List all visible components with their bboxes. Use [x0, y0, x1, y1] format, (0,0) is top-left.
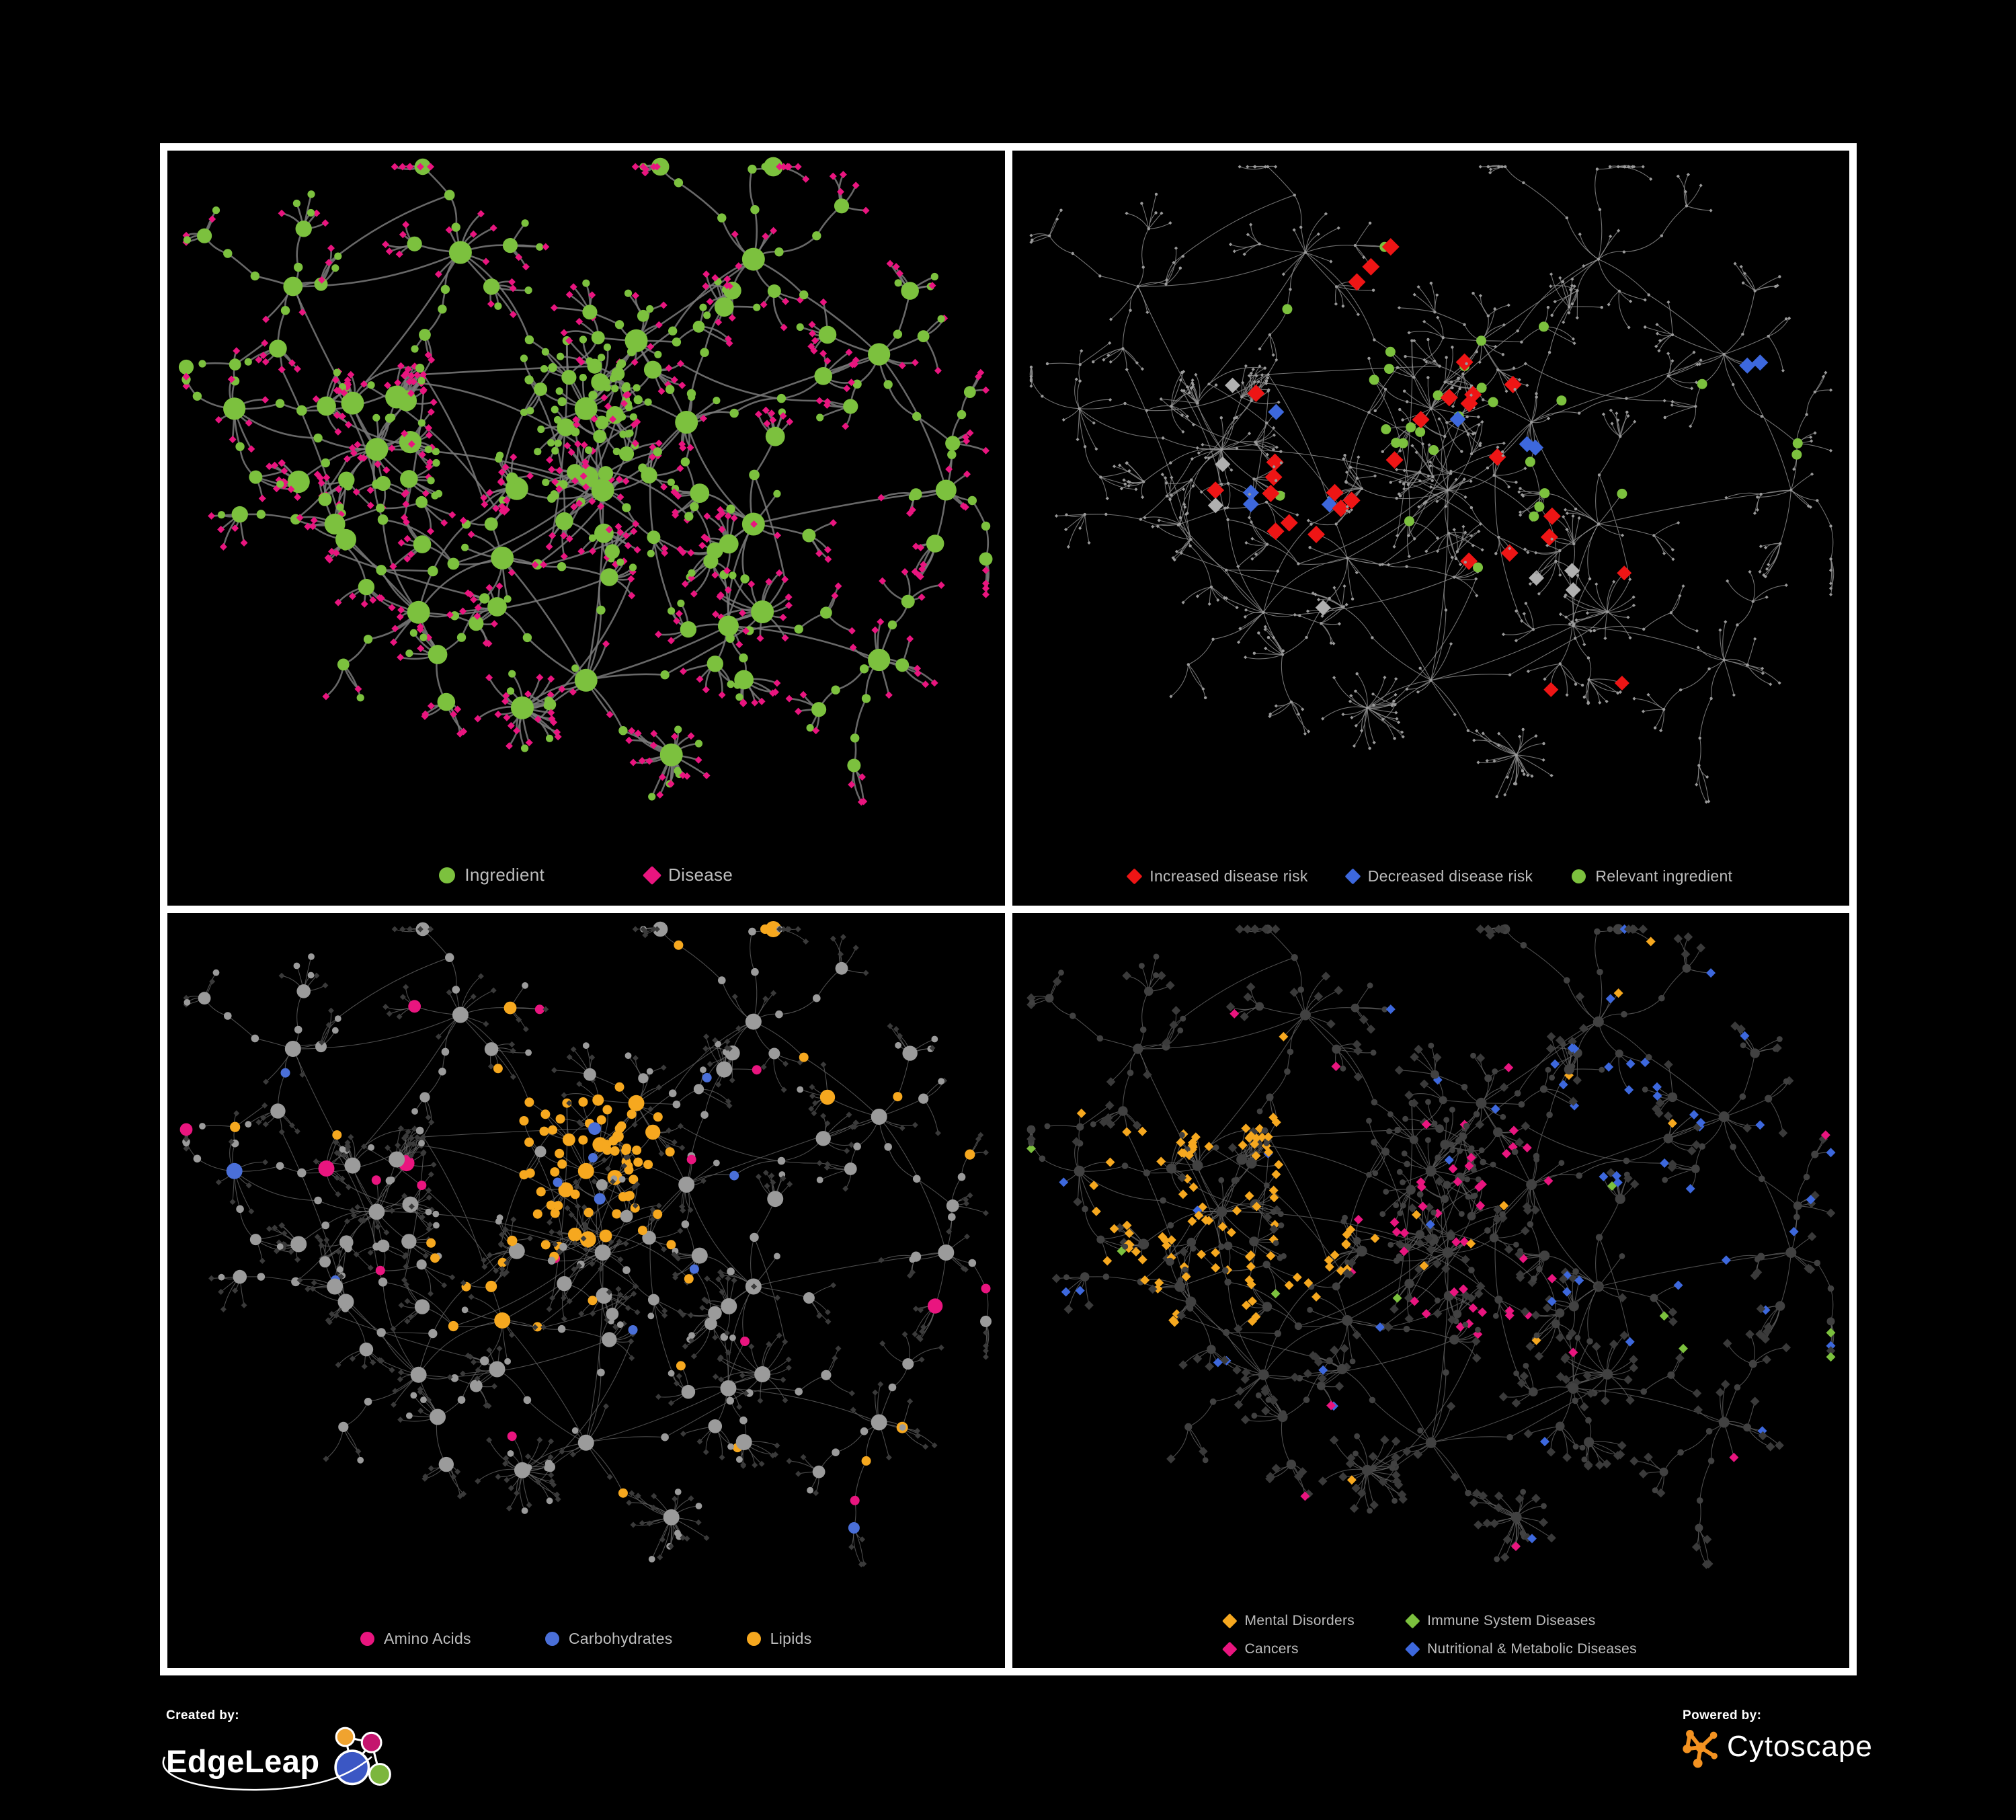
- cytoscape-wordmark: Cytoscape: [1727, 1730, 1873, 1763]
- diamond-swatch-icon: [1126, 868, 1143, 885]
- created-by-block: Created by: EdgeLeap: [162, 1708, 397, 1797]
- legend-label: Increased disease risk: [1150, 867, 1308, 885]
- legend-item-increased-disease-risk: Increased disease risk: [1126, 867, 1308, 885]
- legend-label: Lipids: [770, 1630, 812, 1647]
- legend-item-carbohydrates: Carbohydrates: [545, 1630, 673, 1648]
- legend-label: Ingredient: [465, 865, 545, 885]
- edgeleap-brand-row: EdgeLeap: [162, 1725, 397, 1797]
- legend-disease-categories: Mental Disorders Immune System Diseases Ca…: [1222, 1613, 1637, 1657]
- circle-swatch-icon: [746, 1632, 761, 1646]
- diamond-swatch-icon: [1344, 868, 1361, 885]
- panel-nutrient-classes: Amino Acids Carbohydrates Lipids: [167, 913, 1005, 1668]
- legend-item-cancers: Cancers: [1222, 1641, 1355, 1657]
- diamond-swatch-icon: [1404, 1641, 1420, 1657]
- legend-item-nutritional-metabolic-diseases: Nutritional & Metabolic Diseases: [1404, 1641, 1637, 1657]
- legend-item-lipids: Lipids: [746, 1630, 812, 1648]
- legend-item-disease: Disease: [642, 865, 733, 885]
- diamond-swatch-icon: [642, 865, 662, 885]
- legend-label: Disease: [668, 865, 733, 885]
- legend-label: Decreased disease risk: [1367, 867, 1533, 885]
- legend-item-immune-system-diseases: Immune System Diseases: [1404, 1613, 1637, 1629]
- circle-swatch-icon: [439, 867, 456, 883]
- panel-disease-categories: Mental Disorders Immune System Diseases Ca…: [1012, 913, 1849, 1668]
- legend-item-mental-disorders: Mental Disorders: [1222, 1613, 1355, 1629]
- network-graph-disease-risk: [1029, 165, 1834, 804]
- legend-label: Amino Acids: [383, 1630, 471, 1647]
- edgeleap-wordmark: EdgeLeap: [166, 1743, 320, 1779]
- legend-ingredient-disease: Ingredient Disease: [167, 865, 1005, 885]
- legend-label: Cancers: [1244, 1641, 1299, 1657]
- legend-label: Relevant ingredient: [1595, 867, 1733, 885]
- diamond-swatch-icon: [1222, 1641, 1238, 1657]
- circle-swatch-icon: [1572, 869, 1586, 883]
- created-by-label: Created by:: [166, 1708, 239, 1723]
- network-graph-nutrient-classes: [179, 921, 992, 1568]
- diamond-swatch-icon: [1404, 1613, 1420, 1629]
- powered-by-label: Powered by:: [1683, 1708, 1762, 1723]
- legend-item-ingredient: Ingredient: [439, 865, 545, 885]
- cytoscape-brand-row: Cytoscape: [1683, 1725, 1873, 1769]
- diamond-swatch-icon: [1222, 1613, 1238, 1629]
- network-graph-ingredient-disease: [178, 157, 993, 806]
- legend-label: Carbohydrates: [568, 1630, 673, 1647]
- legend-disease-risk: Increased disease risk Decreased disease …: [1012, 867, 1850, 885]
- legend-item-relevant-ingredient: Relevant ingredient: [1572, 867, 1732, 885]
- panel-ingredient-disease: Ingredient Disease: [167, 151, 1005, 906]
- edgeleap-logo-icon: [333, 1727, 391, 1786]
- legend-label: Immune System Diseases: [1427, 1613, 1596, 1628]
- four-panel-grid: Ingredient Disease Increased disease risk…: [160, 143, 1857, 1675]
- cytoscape-logo-icon: [1683, 1729, 1718, 1768]
- legend-label: Nutritional & Metabolic Diseases: [1427, 1641, 1637, 1657]
- panel-disease-risk: Increased disease risk Decreased disease …: [1012, 151, 1850, 906]
- network-graph-disease-categories: [1026, 924, 1836, 1569]
- legend-nutrient-classes: Amino Acids Carbohydrates Lipids: [167, 1630, 1005, 1648]
- circle-swatch-icon: [360, 1632, 374, 1646]
- circle-swatch-icon: [545, 1632, 559, 1646]
- legend-label: Mental Disorders: [1244, 1613, 1355, 1628]
- powered-by-block: Powered by: Cytoscape: [1683, 1708, 1873, 1769]
- legend-item-amino-acids: Amino Acids: [360, 1630, 471, 1648]
- legend-item-decreased-disease-risk: Decreased disease risk: [1344, 867, 1533, 885]
